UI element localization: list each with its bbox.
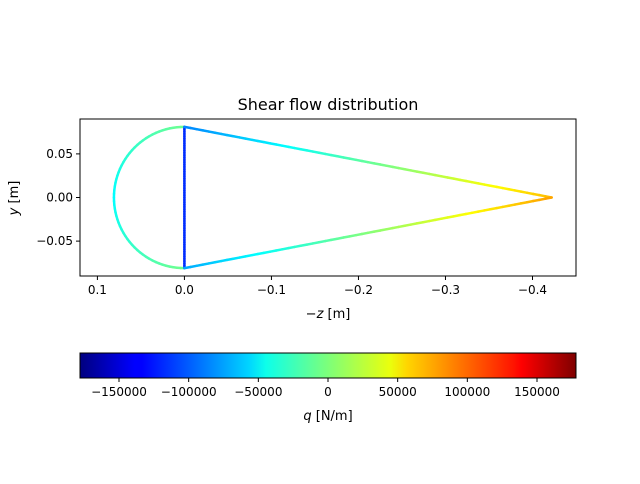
y-tick-label: −0.05 xyxy=(36,234,73,248)
x-tick-label: 0.1 xyxy=(88,283,107,297)
y-tick-label: 0.05 xyxy=(46,147,73,161)
x-axis-label: −z [m] xyxy=(306,307,351,322)
colorbar-tick-label: 0 xyxy=(324,385,332,399)
x-tick-label: −0.4 xyxy=(518,283,547,297)
colorbar-ticks: −150000 −100000 −50000 0 50000 100000 150000 xyxy=(91,378,560,399)
x-tick-label: −0.1 xyxy=(257,283,286,297)
data-layer xyxy=(114,127,552,268)
colorbar-tick-label: 100000 xyxy=(444,385,490,399)
colorbar: −150000 −100000 −50000 0 50000 100000 150000 q… xyxy=(80,353,576,424)
colorbar-gradient xyxy=(80,353,576,378)
shear-flow-segment xyxy=(546,198,552,199)
colorbar-tick-label: −150000 xyxy=(91,385,147,399)
series-lower-skin xyxy=(184,198,551,269)
colorbar-label: q [N/m] xyxy=(303,409,352,424)
colorbar-tick-label: −50000 xyxy=(234,385,282,399)
chart-title: Shear flow distribution xyxy=(238,95,419,114)
colorbar-tick-label: 50000 xyxy=(379,385,417,399)
x-tick-label: −0.3 xyxy=(431,283,460,297)
colorbar-tick-label: −100000 xyxy=(161,385,217,399)
y-ticks: 0.05 0.00 −0.05 xyxy=(36,147,80,248)
x-tick-label: −0.2 xyxy=(344,283,373,297)
x-ticks: 0.1 0.0 −0.1 −0.2 −0.3 −0.4 xyxy=(88,276,547,297)
colorbar-tick-label: 150000 xyxy=(514,385,560,399)
y-axis-label: y [m] xyxy=(7,181,22,217)
y-tick-label: 0.00 xyxy=(46,191,73,205)
series-upper-skin xyxy=(184,127,551,198)
series-semicircle xyxy=(114,127,184,268)
x-tick-label: 0.0 xyxy=(175,283,194,297)
axes-frame xyxy=(80,119,576,276)
plot-area: 0.1 0.0 −0.1 −0.2 −0.3 −0.4 0.05 0.00 −0.05 xyxy=(36,119,576,297)
